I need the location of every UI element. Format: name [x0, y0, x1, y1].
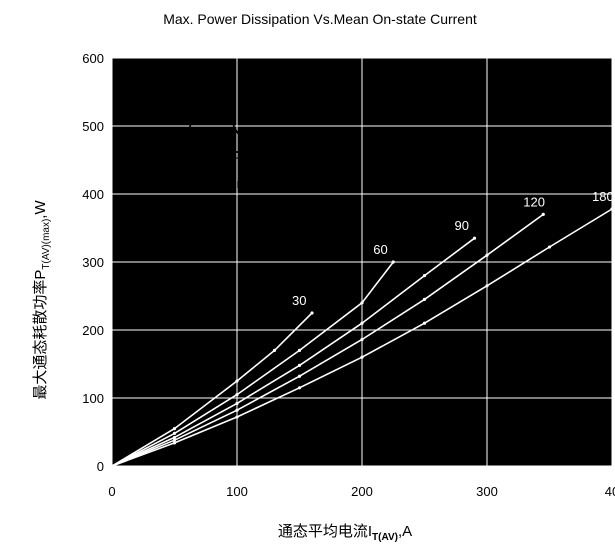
data-point — [297, 363, 302, 367]
y-tick-label: 600 — [82, 51, 104, 66]
y-tick-label: 500 — [82, 119, 104, 134]
data-point — [360, 301, 364, 305]
data-point — [360, 337, 364, 342]
inset-label-0: 0 — [157, 130, 164, 145]
data-point — [235, 401, 239, 406]
x-axis-label: 通态平均电流IT(AV),A — [278, 523, 412, 543]
data-point — [422, 274, 427, 278]
data-point — [235, 415, 239, 419]
data-point — [391, 260, 395, 264]
data-point — [541, 212, 545, 216]
data-point — [485, 253, 489, 257]
curve-labels: 30 60 90 120 180 — [292, 189, 614, 308]
y-tick-label: 100 — [82, 391, 104, 406]
x-tick-label: 40 — [605, 484, 615, 499]
y-tick-label: 200 — [82, 323, 104, 338]
data-point — [172, 427, 177, 431]
y-tick-label: 300 — [82, 255, 104, 270]
x-tick-label: 100 — [226, 484, 248, 499]
data-point — [235, 408, 239, 412]
y-axis-label: 最大通态耗散功率PT(AV)(max),W — [32, 200, 52, 400]
series-line-60 — [111, 261, 394, 467]
data-point — [310, 311, 314, 315]
data-point — [235, 379, 239, 383]
y-tick-labels: 0 100 200 300 400 500 600 — [82, 51, 104, 474]
data-point — [172, 431, 177, 435]
curve-label-60: 60 — [373, 242, 387, 257]
curves — [111, 207, 614, 467]
data-point — [297, 386, 302, 390]
data-point — [272, 348, 277, 352]
data-point — [360, 321, 364, 325]
x-tick-labels: 0 100 200 300 40 — [108, 484, 615, 499]
inset-half-sine — [192, 83, 232, 105]
inset-caption: Conduction Angle — [159, 176, 261, 191]
curve-label-180: 180 — [592, 189, 614, 204]
data-point — [172, 441, 177, 445]
y-tick-label: 400 — [82, 187, 104, 202]
data-point — [472, 236, 477, 240]
curve-label-30: 30 — [292, 293, 306, 308]
x-tick-label: 200 — [351, 484, 373, 499]
data-point — [547, 245, 552, 249]
conduction-angle-inset: 0 180 Conduction Angle — [157, 83, 294, 191]
data-point — [485, 284, 489, 288]
data-point — [297, 348, 302, 352]
inset-label-180: 180 — [272, 130, 294, 145]
data-point — [297, 374, 302, 378]
data-point — [422, 297, 427, 301]
data-point — [422, 321, 427, 325]
data-point — [360, 355, 364, 359]
curve-label-120: 120 — [523, 194, 545, 209]
grid-lines — [111, 57, 613, 467]
chart-title: Max. Power Dissipation Vs.Mean On-state … — [163, 11, 477, 27]
data-point — [235, 393, 239, 397]
data-point — [172, 438, 177, 442]
series-line-120 — [111, 213, 544, 467]
y-tick-label: 0 — [97, 459, 104, 474]
data-point — [172, 435, 177, 440]
curve-label-90: 90 — [455, 218, 469, 233]
x-tick-label: 0 — [108, 484, 115, 499]
x-tick-label: 300 — [476, 484, 498, 499]
data-point — [610, 207, 614, 211]
